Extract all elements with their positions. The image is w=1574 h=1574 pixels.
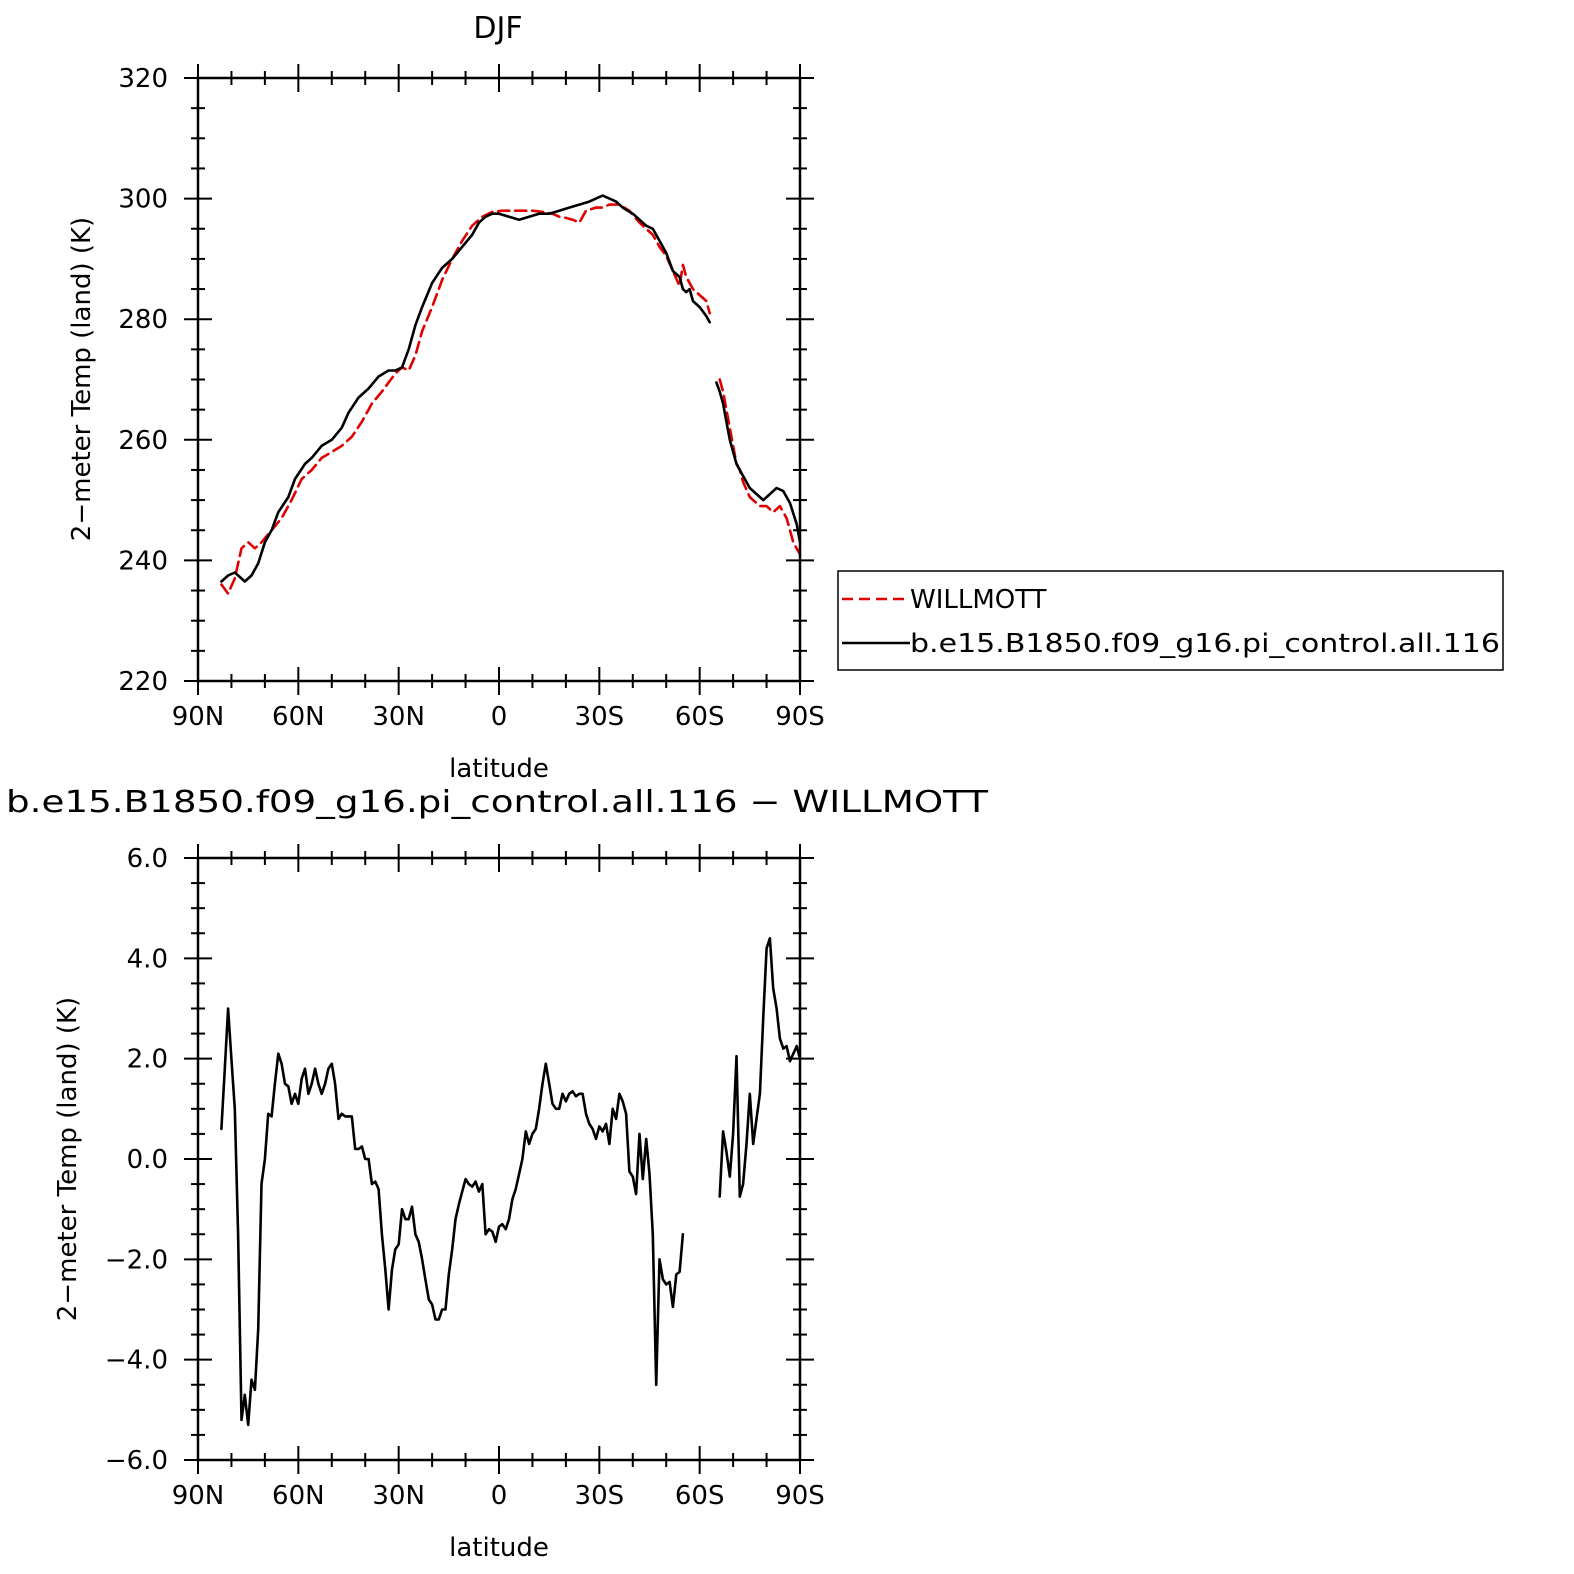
- x-tick-label: 60N: [272, 1481, 325, 1511]
- y-tick-label: 4.0: [127, 944, 168, 974]
- x-tick-label: 0: [491, 1481, 508, 1511]
- x-tick-label: 30S: [575, 1481, 625, 1511]
- y-tick-label: 220: [118, 667, 168, 697]
- y-tick-label: 300: [118, 185, 168, 215]
- series-layer: [220, 936, 802, 1427]
- tick-labels: 90N 60N 30N 0 30S 60S 90S −6.0 −4.0 −2.0 0.0 2.0 4.0…: [105, 844, 825, 1511]
- x-tick-label: 90N: [172, 1481, 225, 1511]
- x-tick-label: 30S: [575, 702, 625, 732]
- series-line-b-e15-b1850-f09-g16-pi-control-all-116: [715, 381, 802, 544]
- series-line-difference: [220, 1007, 685, 1427]
- y-tick-label: 0.0: [127, 1145, 168, 1175]
- y-tick-label: 260: [118, 426, 168, 456]
- x-tick-label: 90N: [172, 702, 225, 732]
- tick-labels: 90N 60N 30N 0 30S 60S 90S 220 240 260 280 300 320: [118, 64, 824, 732]
- x-tick-label: 60N: [272, 702, 325, 732]
- plot-frame: [196, 856, 802, 1462]
- y-axis-label: 2−meter Temp (land) (K): [67, 217, 97, 541]
- x-tick-label: 60S: [675, 1481, 725, 1511]
- chart-title: b.e15.B1850.f09_g16.pi_control.all.116 −…: [6, 785, 989, 820]
- tick-marks: [184, 844, 814, 1474]
- y-axis-label: 2−meter Temp (land) (K): [53, 997, 83, 1321]
- x-tick-label: 90S: [775, 702, 825, 732]
- chart-temperature-difference: b.e15.B1850.f09_g16.pi_control.all.116 −…: [6, 785, 989, 1563]
- x-tick-label: 30N: [372, 702, 425, 732]
- legend-label-model: b.e15.B1850.f09_g16.pi_control.all.116: [910, 629, 1500, 659]
- y-tick-label: −6.0: [105, 1446, 168, 1476]
- x-axis-label: latitude: [449, 1533, 549, 1563]
- x-tick-label: 90S: [775, 1481, 825, 1511]
- y-tick-label: 240: [118, 546, 168, 576]
- y-tick-label: 320: [118, 64, 168, 94]
- x-axis-label: latitude: [449, 754, 549, 784]
- legend-label-willmott: WILLMOTT: [910, 585, 1047, 615]
- x-tick-label: 30N: [372, 1481, 425, 1511]
- y-tick-label: 280: [118, 305, 168, 335]
- x-tick-label: 0: [491, 702, 508, 732]
- series-line-willmott: [718, 378, 802, 556]
- y-tick-label: −2.0: [105, 1245, 168, 1275]
- y-tick-label: 6.0: [127, 844, 168, 874]
- series-line-willmott: [220, 203, 712, 595]
- legend-box: [837, 570, 1504, 671]
- chart-djf-temperature: DJF 90N 60N 30N 0 30S 60S 90S 220 240 260 280 300 32…: [67, 11, 1504, 784]
- series-line-difference: [718, 936, 802, 1198]
- x-tick-label: 60S: [675, 702, 725, 732]
- chart-title: DJF: [473, 11, 522, 46]
- series-line-b-e15-b1850-f09-g16-pi-control-all-116: [220, 194, 712, 583]
- plot-frame: [196, 76, 802, 683]
- y-tick-label: −4.0: [105, 1346, 168, 1376]
- y-tick-label: 2.0: [127, 1045, 168, 1075]
- legend: WILLMOTT b.e15.B1850.f09_g16.pi_control.…: [837, 570, 1504, 671]
- series-layer: [220, 194, 802, 595]
